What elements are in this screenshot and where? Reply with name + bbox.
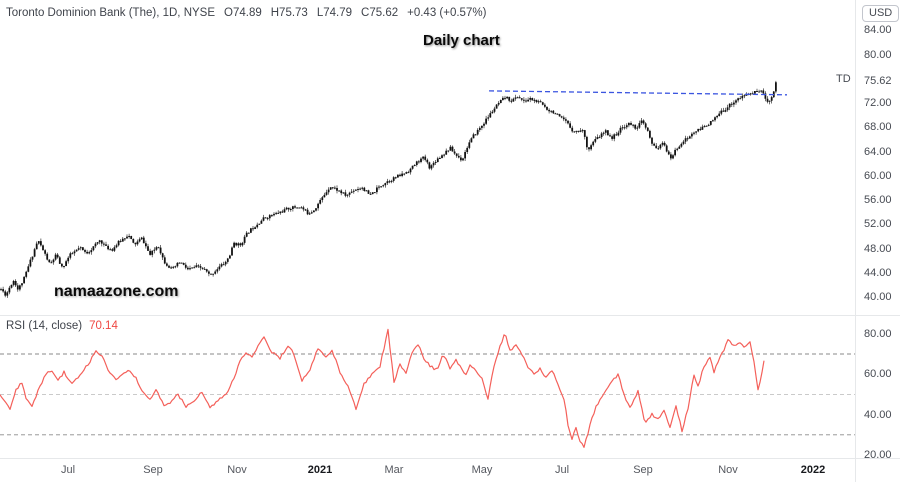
- high-value: H75.73: [270, 7, 308, 19]
- rsi-line: [0, 328, 765, 448]
- time-tick-label: 2021: [307, 464, 333, 476]
- price-tick-label: 84.00: [864, 24, 892, 37]
- change-value: +0.43 (+0.57%): [407, 7, 487, 19]
- low-value: L74.79: [316, 7, 353, 19]
- symbol-title[interactable]: Toronto Dominion Bank (The), 1D, NYSE: [6, 7, 216, 19]
- rsi-indicator-label[interactable]: RSI (14, close): [6, 320, 83, 332]
- rsi-value: 70.14: [89, 320, 118, 332]
- close-value: C75.62: [361, 7, 399, 19]
- time-tick-label: Jul: [60, 464, 76, 476]
- price-tick-label: 72.00: [864, 97, 892, 109]
- time-tick-label: Jul: [554, 464, 570, 476]
- time-tick-label: Sep: [143, 464, 163, 476]
- candlestick-wicks: [0, 80, 777, 298]
- ticker-label: TD: [836, 73, 851, 85]
- time-tick-label: 2022: [800, 464, 826, 476]
- currency-badge[interactable]: USD: [862, 5, 900, 22]
- price-tick-label: 52.00: [864, 218, 892, 231]
- symbol-header: Toronto Dominion Bank (The), 1D, NYSE O74…: [6, 7, 495, 19]
- price-tick-label: 56.00: [864, 194, 892, 206]
- watermark-text: namaazone.com: [54, 283, 179, 300]
- rsi-header: RSI (14, close) 70.14: [6, 320, 118, 332]
- time-tick-label: Mar: [384, 464, 404, 476]
- price-tick-label: 68.00: [864, 121, 892, 134]
- last-price-label: 75.62: [864, 75, 892, 88]
- price-tick-label: 48.00: [864, 242, 892, 255]
- resistance-trendline[interactable]: [488, 90, 788, 96]
- chart-annotation-title: Daily chart: [423, 32, 500, 49]
- price-tick-label: 44.00: [864, 266, 892, 279]
- open-value: O74.89: [224, 7, 262, 19]
- price-tick-label: 64.00: [864, 145, 892, 158]
- candlestick-bodies: [0, 82, 777, 296]
- time-tick-label: Nov: [227, 464, 247, 476]
- rsi-tick-label: 80.00: [864, 327, 892, 340]
- price-tick-label: 40.00: [864, 291, 892, 303]
- rsi-tick-label: 40.00: [864, 408, 892, 421]
- price-tick-label: 60.00: [864, 169, 892, 182]
- time-tick-label: May: [471, 464, 493, 476]
- price-tick-label: 80.00: [864, 48, 892, 61]
- time-tick-label: Nov: [718, 464, 738, 476]
- time-tick-label: Sep: [633, 464, 653, 476]
- rsi-tick-label: 60.00: [864, 368, 892, 381]
- rsi-tick-label: 20.00: [864, 449, 892, 461]
